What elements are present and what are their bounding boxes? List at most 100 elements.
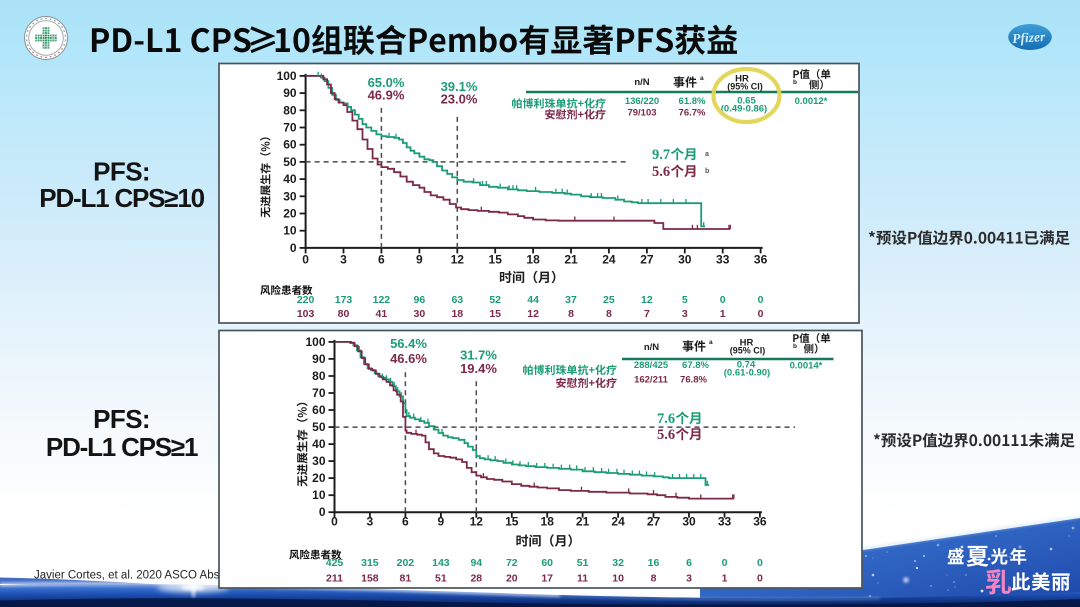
svg-text:0.0014*: 0.0014* [790,361,823,372]
svg-text:16: 16 [648,557,660,569]
svg-text:162/211: 162/211 [634,375,669,386]
svg-text:72: 72 [506,557,518,569]
svg-text:80: 80 [338,308,350,320]
svg-text:9: 9 [416,253,423,267]
svg-text:100: 100 [277,69,297,83]
svg-text:0: 0 [331,515,338,529]
svg-text:PD-L1 CPS≥1: PD-L1 CPS≥1 [46,432,198,462]
svg-text:30: 30 [312,454,326,468]
svg-text:19.4%: 19.4% [460,361,497,376]
svg-text:a: a [709,339,713,346]
svg-text:51: 51 [577,557,589,569]
svg-text:12: 12 [470,515,484,529]
svg-text:76.7%: 76.7% [679,108,706,119]
svg-text:60: 60 [541,557,553,569]
svg-text:n/N: n/N [644,342,659,353]
svg-text:36: 36 [754,253,768,267]
svg-text:3: 3 [340,253,347,267]
svg-text:3: 3 [686,573,692,585]
svg-text:46.9%: 46.9% [368,88,405,103]
svg-text:10: 10 [312,488,326,502]
svg-text:46.6%: 46.6% [390,351,427,366]
svg-text:12: 12 [451,253,465,267]
svg-text:7: 7 [644,308,650,320]
svg-text:37: 37 [565,294,577,306]
svg-text:40: 40 [312,437,326,451]
svg-text:1: 1 [720,308,726,320]
svg-text:96: 96 [414,294,426,306]
svg-text:33: 33 [718,515,732,529]
svg-text:0: 0 [757,573,763,585]
svg-text:79/103: 79/103 [627,108,656,119]
svg-text:220: 220 [297,294,315,306]
svg-text:(0.61-0.90): (0.61-0.90) [724,368,770,379]
svg-text:20: 20 [506,573,518,585]
svg-text:0.65: 0.65 [737,96,756,107]
svg-text:20: 20 [312,471,326,485]
svg-text:63: 63 [451,294,463,306]
svg-text:76.8%: 76.8% [680,375,707,386]
svg-text:23.0%: 23.0% [441,92,478,107]
svg-text:8: 8 [568,308,574,320]
svg-text:27: 27 [647,515,661,529]
svg-text:44: 44 [527,294,539,306]
svg-text:5.6: 5.6 [652,164,670,180]
svg-text:202: 202 [397,557,415,569]
svg-text:31.7%: 31.7% [460,348,497,363]
svg-text:136/220: 136/220 [625,96,659,107]
svg-text:39.1%: 39.1% [441,79,478,94]
svg-text:30: 30 [283,189,297,203]
svg-text:Pfizer: Pfizer [1012,29,1047,46]
svg-text:41: 41 [376,308,388,320]
svg-text:a: a [705,151,709,158]
svg-text:40: 40 [283,172,297,186]
svg-text:52: 52 [489,294,501,306]
svg-text:158: 158 [361,573,379,585]
svg-text:80: 80 [283,103,297,117]
svg-text:n/N: n/N [634,77,649,88]
svg-text:HR: HR [735,74,749,85]
svg-text:3: 3 [682,308,688,320]
svg-text:30: 30 [682,515,696,529]
svg-text:12: 12 [641,294,653,306]
svg-text:(95% CI): (95% CI) [730,346,766,356]
svg-text:211: 211 [326,573,343,585]
svg-text:70: 70 [283,121,297,135]
svg-text:10: 10 [612,573,624,585]
svg-text:21: 21 [576,515,590,529]
svg-text:65.0%: 65.0% [368,75,405,90]
svg-text:0: 0 [757,557,763,569]
svg-text:(0.49-0.86): (0.49-0.86) [721,104,767,115]
svg-text:0.74: 0.74 [737,360,756,371]
svg-text:0: 0 [319,505,326,519]
svg-text:81: 81 [400,573,412,585]
svg-text:PD-L1 CPS≥10: PD-L1 CPS≥10 [39,183,204,213]
svg-text:0.0012*: 0.0012* [795,96,828,107]
svg-text:0: 0 [722,557,728,569]
svg-text:0: 0 [758,308,764,320]
svg-text:6: 6 [686,557,692,569]
svg-text:80: 80 [312,369,326,383]
svg-text:173: 173 [335,294,353,306]
svg-text:12: 12 [527,308,539,320]
svg-text:70: 70 [312,386,326,400]
svg-text:90: 90 [283,86,297,100]
svg-text:0: 0 [758,294,764,306]
svg-text:18: 18 [526,253,540,267]
svg-text:288/425: 288/425 [634,360,669,371]
svg-text:143: 143 [432,557,450,569]
svg-text:103: 103 [297,308,315,320]
svg-text:10: 10 [283,224,297,238]
svg-text:b: b [705,168,709,175]
svg-text:15: 15 [505,515,519,529]
svg-text:30: 30 [414,308,426,320]
svg-text:122: 122 [373,294,391,306]
svg-text:15: 15 [489,308,501,320]
svg-text:b: b [793,343,797,350]
svg-text:5: 5 [682,294,688,306]
svg-text:6: 6 [402,515,409,529]
svg-text:94: 94 [470,557,482,569]
svg-text:3: 3 [367,515,374,529]
svg-text:PFS:: PFS: [93,157,150,187]
svg-text:PFS:: PFS: [93,404,150,434]
